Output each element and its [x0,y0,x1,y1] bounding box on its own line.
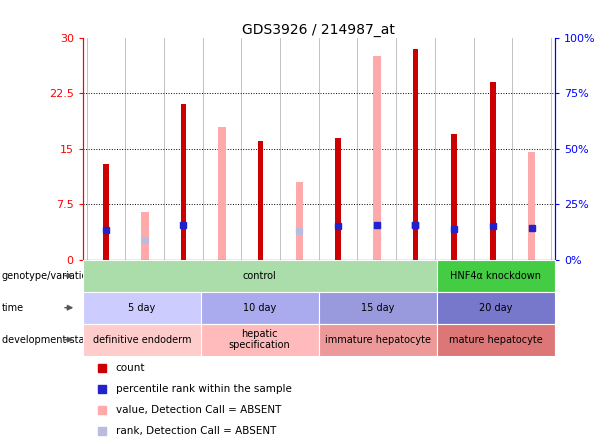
Bar [451,134,457,260]
Text: percentile rank within the sample: percentile rank within the sample [116,385,292,394]
Text: 5 day: 5 day [128,303,155,313]
Text: rank, Detection Call = ABSENT: rank, Detection Call = ABSENT [116,426,276,436]
Text: definitive endoderm: definitive endoderm [93,335,191,345]
Text: HNF4α knockdown: HNF4α knockdown [451,271,541,281]
Text: value, Detection Call = ABSENT: value, Detection Call = ABSENT [116,405,281,415]
Bar [335,138,341,260]
Text: immature hepatocyte: immature hepatocyte [325,335,431,345]
Bar [141,212,148,260]
Bar [373,56,381,260]
Text: genotype/variation: genotype/variation [2,271,94,281]
Bar [258,141,264,260]
Bar [528,152,535,260]
Text: 20 day: 20 day [479,303,512,313]
Bar [413,49,418,260]
Bar [490,82,495,260]
Bar [218,127,226,260]
Text: count: count [116,363,145,373]
Text: time: time [2,303,24,313]
Bar [295,182,303,260]
Text: 10 day: 10 day [243,303,276,313]
Text: control: control [243,271,276,281]
Title: GDS3926 / 214987_at: GDS3926 / 214987_at [242,23,395,37]
Text: 15 day: 15 day [361,303,394,313]
Text: development stage: development stage [2,335,96,345]
Bar [181,104,186,260]
Text: hepatic
specification: hepatic specification [229,329,291,350]
Bar [103,163,109,260]
Text: mature hepatocyte: mature hepatocyte [449,335,543,345]
